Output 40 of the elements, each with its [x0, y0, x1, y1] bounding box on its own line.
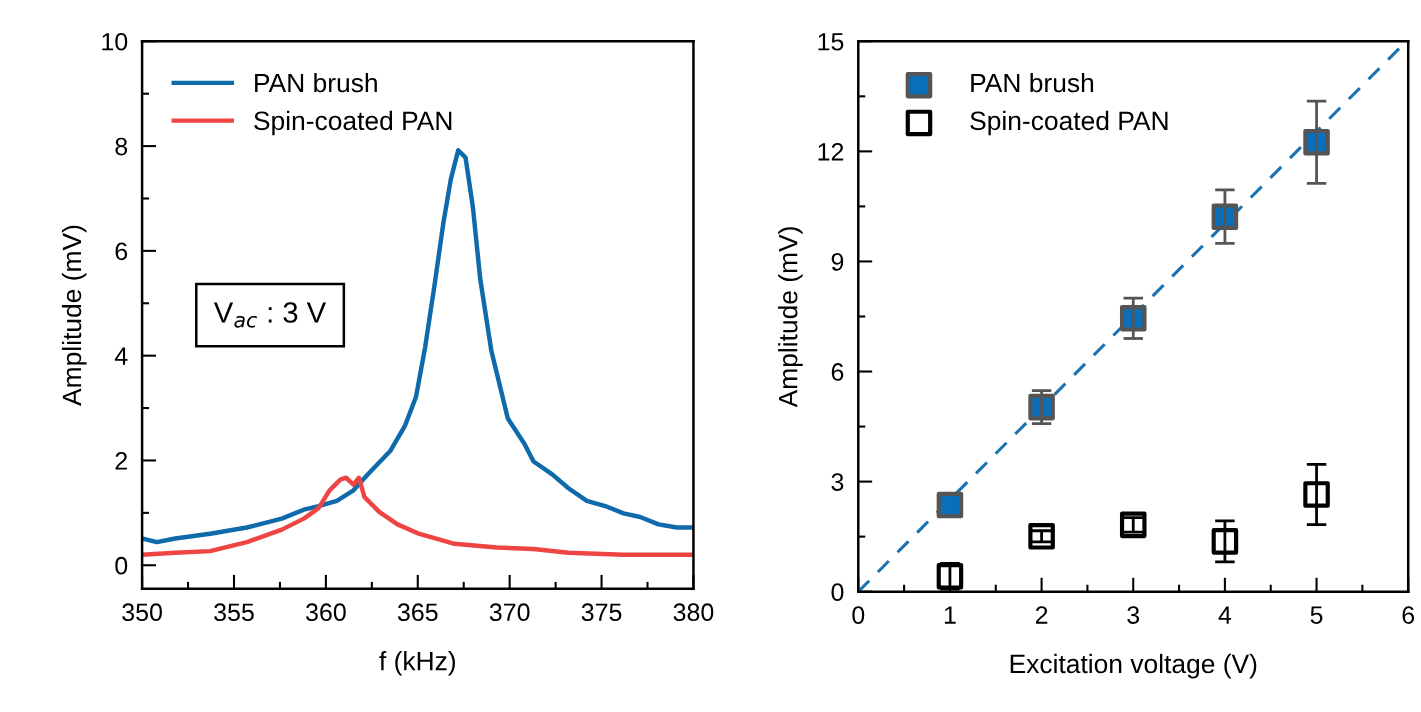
legend-label: Spin-coated PAN [254, 110, 452, 136]
y-tick-label: 6 [831, 363, 844, 381]
y-tick-label: 6 [115, 242, 128, 261]
x-tick-label: 360 [305, 603, 346, 622]
x-tick-label: 0 [852, 606, 865, 624]
point [1211, 203, 1239, 230]
line-series [142, 148, 694, 545]
x-tick-label: 4 [1218, 606, 1232, 624]
x-tick-label: 355 [214, 603, 254, 622]
x-tick-label: 350 [122, 603, 162, 622]
legend-label: PAN brush [971, 72, 1094, 93]
y-tick-label: 12 [818, 142, 844, 161]
x-tick-label: 1 [944, 606, 956, 624]
x-tick-label: 6 [1402, 606, 1415, 624]
annotation: V$_{ac}$ : 3 V [213, 302, 326, 328]
point [1211, 528, 1239, 555]
y-tick-label: 3 [831, 473, 844, 491]
x-axis-title: f (kHz) [379, 651, 455, 676]
y-tick-label: 2 [115, 452, 127, 470]
y-tick-label: 4 [114, 347, 128, 365]
y-tick-label: 9 [831, 253, 844, 271]
y-tick-label: 8 [115, 137, 128, 156]
y-axis-title: Amplitude (mV) [778, 227, 803, 408]
x-tick-label: 3 [1127, 606, 1140, 624]
x-tick-label: 5 [1310, 606, 1323, 624]
x-axis-title: Excitation voltage (V) [1010, 653, 1257, 679]
x-tick-label: 375 [581, 603, 622, 622]
legend-label: PAN brush [255, 72, 377, 93]
line-series [142, 475, 694, 557]
y-tick-label: 15 [818, 33, 844, 51]
y-tick-label: 0 [831, 583, 844, 601]
y-tick-label: 0 [115, 556, 128, 575]
x-tick-label: 370 [489, 603, 530, 622]
y-tick-label: 10 [102, 32, 128, 51]
x-tick-label: 2 [1035, 606, 1048, 624]
point [936, 491, 964, 519]
x-tick-label: 365 [397, 603, 438, 622]
y-axis-title: Amplitude (mV) [61, 225, 87, 406]
legend-label: Spin-coated PAN [970, 110, 1168, 136]
x-tick-label: 380 [673, 603, 714, 622]
